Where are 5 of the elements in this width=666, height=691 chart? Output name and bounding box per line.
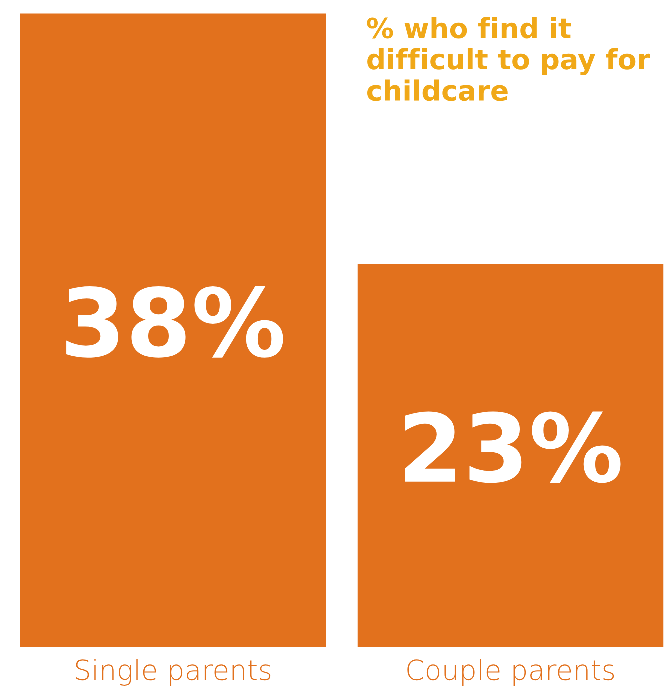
- x-tick-label: Single parents: [76, 659, 271, 686]
- text: % who find it difficult to pay for childcare: [367, 17, 650, 102]
- data-label: 23%: [405, 412, 621, 484]
- data-label: 38%: [66, 286, 284, 358]
- x-tick-label: Couple parents: [408, 659, 614, 686]
